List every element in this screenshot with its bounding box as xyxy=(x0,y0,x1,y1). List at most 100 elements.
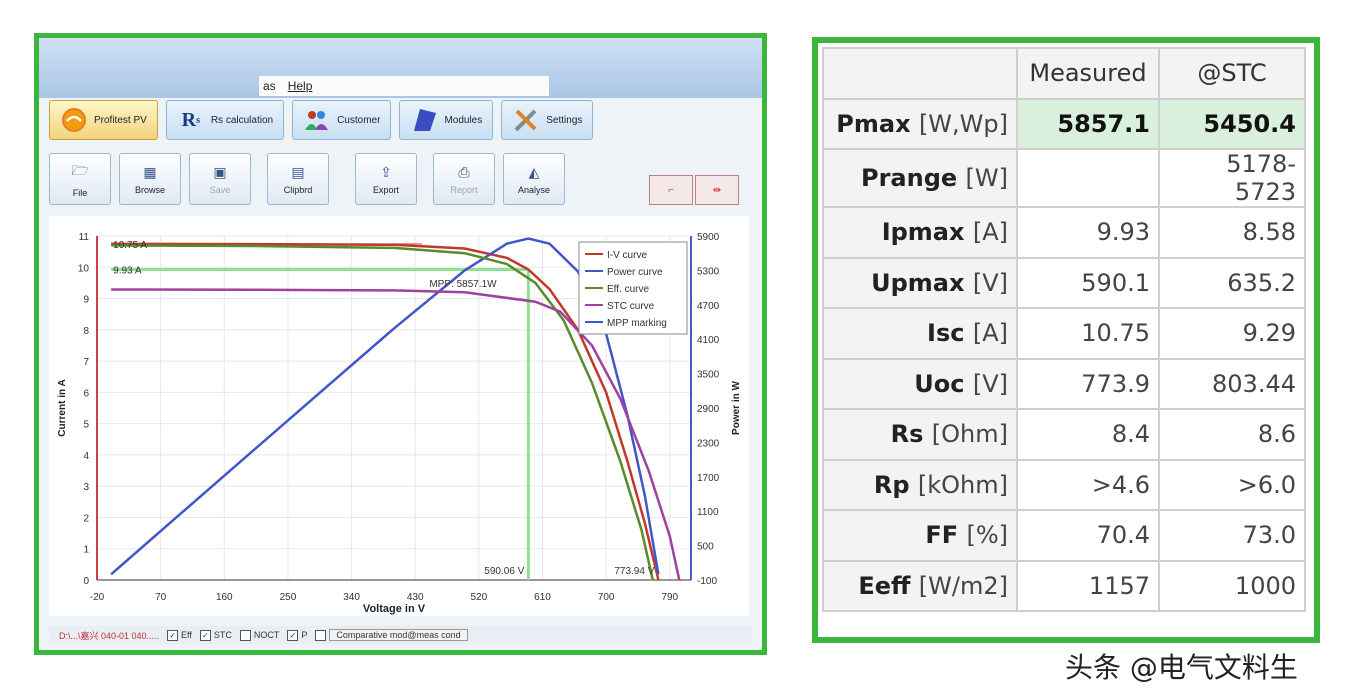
save-button[interactable]: ▣ Save xyxy=(189,153,251,205)
y2-tick-label: 2900 xyxy=(697,404,720,415)
tab-label: Settings xyxy=(546,114,583,126)
annotation-mpp: MPP: 5857.1W xyxy=(429,279,497,290)
save-label: Save xyxy=(209,184,231,195)
browse-label: Browse xyxy=(134,184,165,195)
x-tick-label: 610 xyxy=(534,592,551,603)
analyse-icon: ◭ xyxy=(528,163,540,180)
stc-value: 9.29 xyxy=(1158,307,1306,360)
x-axis-label: Voltage in V xyxy=(363,603,426,615)
export-button[interactable]: ⇪ Export xyxy=(355,153,417,205)
legend-item: Power curve xyxy=(607,267,663,278)
sun-icon xyxy=(60,106,88,134)
series-line-i-v-curve xyxy=(111,242,660,581)
legend-item: Eff. curve xyxy=(607,284,649,295)
analyse-button[interactable]: ◭ Analyse xyxy=(503,153,565,205)
param-name: FF xyxy=(925,521,959,550)
y2-axis-label: Power in W xyxy=(731,381,742,435)
legend-item: MPP marking xyxy=(607,318,667,329)
measured-value: 590.1 xyxy=(1016,256,1160,309)
annotation-isc: 10.75 A xyxy=(113,240,147,251)
checkbox-box: ✓ xyxy=(287,629,299,641)
stc-value: 5450.4 xyxy=(1158,97,1306,150)
status-bar: D:\...\嘉兴 040-01 040..... ✓ Eff ✓ STC NOCT… xyxy=(49,626,752,644)
row-label: Rs [Ohm] xyxy=(822,408,1018,461)
export-label: Export xyxy=(372,184,399,195)
file-button[interactable]: 🗁 File xyxy=(49,153,111,205)
tab-customer[interactable]: Customer xyxy=(292,100,392,140)
tab-modules[interactable]: Modules xyxy=(399,100,494,140)
param-unit: [W/m2] xyxy=(918,571,1008,600)
stc-value: 635.2 xyxy=(1158,256,1306,309)
checkbox-p[interactable]: ✓ P xyxy=(287,629,307,641)
table-row: Prange [W] 5178-5723 xyxy=(822,148,1306,208)
tab-label: Customer xyxy=(337,114,381,126)
y-tick-label: 1 xyxy=(83,545,89,556)
menu-bar: as Help xyxy=(259,76,549,96)
tab-settings[interactable]: Settings xyxy=(501,100,594,140)
stc-value: 8.6 xyxy=(1158,408,1306,461)
y-tick-label: 7 xyxy=(83,357,89,368)
menu-item[interactable]: as xyxy=(263,79,276,93)
header-blank xyxy=(822,47,1018,100)
y2-tick-label: 2300 xyxy=(697,438,720,449)
chart-svg: -20 70 160 250 340 430 520 610 700 790 0 1 2 3 4 5 6 7 8 9 1… xyxy=(57,232,742,615)
browse-button[interactable]: ▦ Browse xyxy=(119,153,181,205)
printer-icon: ⎙ xyxy=(458,163,470,180)
file-label: File xyxy=(72,188,88,198)
iv-curve-plot[interactable]: -20 70 160 250 340 430 520 610 700 790 0 1 2 3 4 5 6 7 8 9 1… xyxy=(49,216,749,616)
zoom-fit-button[interactable]: ⌐ xyxy=(649,175,693,205)
stc-value: >6.0 xyxy=(1158,458,1306,511)
people-icon xyxy=(303,106,331,134)
param-unit: [%] xyxy=(966,521,1008,550)
x-tick-label: -20 xyxy=(90,592,105,603)
checkbox-label: NOCT xyxy=(253,630,280,640)
table-row: Eeff [W/m2] 1157 1000 xyxy=(822,559,1306,612)
annotation-uoc: 773.94 V xyxy=(614,566,654,577)
x-tick-label: 520 xyxy=(471,592,488,603)
y-tick-label: 8 xyxy=(83,326,89,337)
tab-profitest-pv[interactable]: Profitest PV xyxy=(49,100,158,140)
table-row: Upmax [V] 590.1 635.2 xyxy=(822,256,1306,309)
y-tick-label: 5 xyxy=(83,420,89,431)
checkbox-box xyxy=(239,629,251,641)
menu-item-help[interactable]: Help xyxy=(287,79,313,93)
table-row: Uoc [V] 773.9 803.44 xyxy=(822,357,1306,410)
checkbox-comparative[interactable]: Comparative mod@meas cond xyxy=(315,629,468,641)
param-unit: [Ohm] xyxy=(931,420,1008,449)
table-header-row: Measured @STC xyxy=(822,47,1306,100)
stc-value: 73.0 xyxy=(1158,509,1306,562)
measured-value: 1157 xyxy=(1016,559,1160,612)
checkbox-label: STC xyxy=(213,630,232,640)
tab-label: Modules xyxy=(444,114,483,126)
measured-value: 9.93 xyxy=(1016,206,1160,259)
y-tick-label: 11 xyxy=(79,232,90,243)
checkbox-stc[interactable]: ✓ STC xyxy=(199,629,232,641)
checkbox-eff[interactable]: ✓ Eff xyxy=(167,629,192,641)
grid-icon: ▦ xyxy=(143,163,157,180)
table-row: Isc [A] 10.75 9.29 xyxy=(822,307,1306,360)
checkbox-box xyxy=(315,629,327,641)
analyse-label: Analyse xyxy=(517,184,551,195)
table-row: Ipmax [A] 9.93 8.58 xyxy=(822,206,1306,259)
param-name: Rs xyxy=(890,420,924,449)
disk-icon: ▣ xyxy=(213,163,227,180)
legend-item: I-V curve xyxy=(607,250,647,261)
tab-label: Rs calculation xyxy=(210,114,274,126)
comparative-button[interactable]: Comparative mod@meas cond xyxy=(329,629,468,641)
row-label: Ipmax [A] xyxy=(822,206,1018,259)
param-unit: [V] xyxy=(972,268,1008,297)
zoom-reset-button[interactable]: ⇹ xyxy=(695,175,739,205)
clipboard-icon: ▤ xyxy=(291,163,305,180)
tab-label: Profitest PV xyxy=(94,114,147,126)
checkbox-noct[interactable]: NOCT xyxy=(239,629,280,641)
y2-tick-label: 5900 xyxy=(697,232,720,243)
param-name: Ipmax xyxy=(881,218,965,247)
row-label: Isc [A] xyxy=(822,307,1018,360)
clipboard-button[interactable]: ▤ Clipbrd xyxy=(267,153,329,205)
param-unit: [A] xyxy=(972,319,1008,348)
param-name: Prange xyxy=(861,164,958,192)
report-button[interactable]: ⎙ Report xyxy=(433,153,495,205)
